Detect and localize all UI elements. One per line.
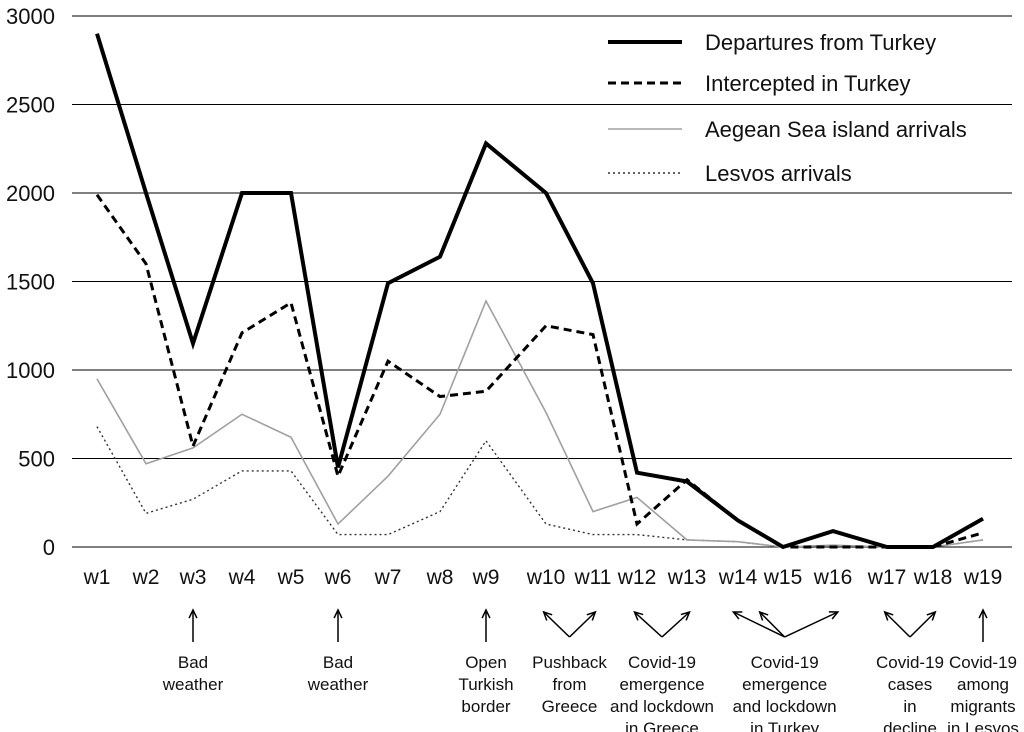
annotation-text: emergence bbox=[619, 675, 704, 694]
annotation: Bad weather bbox=[307, 608, 369, 694]
annotation: Covid-19 among migrants in Lesvos bbox=[947, 608, 1019, 732]
y-tick-label: 0 bbox=[43, 535, 55, 560]
annotation-text: Covid-19 bbox=[949, 653, 1017, 672]
legend-label: Lesvos arrivals bbox=[705, 161, 852, 186]
arrow-icon bbox=[784, 611, 839, 638]
y-tick-label: 2500 bbox=[6, 93, 55, 118]
x-tick-label: w19 bbox=[963, 566, 1003, 589]
annotation: Pushback from Greece bbox=[532, 610, 607, 716]
y-axis-ticks: 0 500 1000 1500 2000 2500 3000 bbox=[6, 4, 55, 560]
annotation-text: decline bbox=[883, 719, 937, 732]
x-tick-label: w16 bbox=[813, 566, 853, 589]
x-tick-label: w9 bbox=[472, 566, 500, 589]
arrow-icon bbox=[733, 611, 785, 638]
annotation-text: in Greece bbox=[625, 719, 699, 732]
annotation-text: and lockdown bbox=[610, 697, 714, 716]
annotation-text: Bad bbox=[323, 653, 353, 672]
y-tick-label: 1500 bbox=[6, 270, 55, 295]
annotation-text: emergence bbox=[742, 675, 827, 694]
arrowhead-icon bbox=[586, 610, 597, 621]
x-tick-label: w12 bbox=[617, 566, 657, 589]
x-tick-label: w10 bbox=[526, 566, 566, 589]
x-tick-label: w18 bbox=[913, 566, 953, 589]
gridlines bbox=[72, 15, 1012, 548]
annotation: Open Turkish border bbox=[458, 608, 514, 716]
x-axis-ticks: w1 w2 w3 w4 w5 w6 w7 w8 w9 w10 w11 w12 w13 w14 w15 w16 w… bbox=[83, 566, 1003, 589]
x-tick-label: w2 bbox=[132, 566, 160, 589]
x-tick-label: w1 bbox=[83, 566, 111, 589]
annotation-text: and lockdown bbox=[733, 697, 837, 716]
legend-label: Departures from Turkey bbox=[705, 30, 936, 55]
annotation-text: among bbox=[957, 675, 1009, 694]
annotation-text: Pushback bbox=[532, 653, 607, 672]
annotation-text: cases bbox=[888, 675, 932, 694]
legend-label: Aegean Sea island arrivals bbox=[705, 117, 967, 142]
arrowhead-icon bbox=[731, 611, 743, 620]
series-line-intercepted-in-turkey bbox=[95, 193, 984, 549]
arrow-icon bbox=[633, 611, 663, 638]
annotation: Bad weather bbox=[162, 608, 224, 694]
x-tick-label: w11 bbox=[574, 566, 612, 589]
arrow-icon bbox=[909, 611, 936, 638]
arrow-icon bbox=[759, 611, 786, 638]
x-tick-label: w4 bbox=[228, 566, 256, 589]
annotation: Covid-19 emergence and lockdown in Turkey bbox=[731, 610, 840, 732]
x-tick-label: w3 bbox=[179, 566, 207, 589]
arrow-icon bbox=[543, 611, 571, 638]
legend-label: Intercepted in Turkey bbox=[705, 71, 910, 96]
annotation-text: in Lesvos bbox=[947, 719, 1019, 732]
arrowhead-icon bbox=[926, 610, 937, 621]
series-line-aegean-sea-island-arrivals bbox=[96, 299, 984, 548]
annotation-text: Greece bbox=[542, 697, 598, 716]
legend: Departures from Turkey Intercepted in Tur… bbox=[608, 30, 967, 186]
annotation-text: in Turkey bbox=[750, 719, 819, 732]
annotation-text: migrants bbox=[950, 697, 1015, 716]
x-tick-label: w8 bbox=[426, 566, 454, 589]
arrow-icon bbox=[884, 611, 911, 638]
x-tick-label: w6 bbox=[324, 566, 352, 589]
annotation: Covid-19 cases in decline bbox=[876, 610, 944, 732]
arrowhead-icon bbox=[188, 608, 198, 619]
annotation-text: Turkish bbox=[458, 675, 513, 694]
arrowhead-icon bbox=[978, 608, 988, 619]
annotation-text: weather bbox=[307, 675, 369, 694]
annotations: Bad weather Bad weather Open Turkish border Pus… bbox=[162, 608, 1019, 732]
x-tick-label: w14 bbox=[718, 566, 758, 589]
arrowhead-icon bbox=[680, 610, 691, 621]
series-line-departures-from-turkey bbox=[95, 33, 984, 550]
x-tick-label: w7 bbox=[374, 566, 402, 589]
annotation: Covid-19 emergence and lockdown in Greece bbox=[610, 610, 714, 732]
annotation-text: in bbox=[903, 697, 916, 716]
arrowhead-icon bbox=[828, 611, 840, 620]
annotation-text: Covid-19 bbox=[751, 653, 819, 672]
arrowhead-icon bbox=[542, 610, 553, 621]
y-tick-label: 3000 bbox=[6, 4, 55, 29]
annotation-text: border bbox=[461, 697, 510, 716]
arrowhead-icon bbox=[758, 610, 769, 621]
x-tick-label: w5 bbox=[277, 566, 305, 589]
y-tick-label: 2000 bbox=[6, 181, 55, 206]
annotation-text: weather bbox=[162, 675, 224, 694]
x-tick-label: w15 bbox=[763, 566, 803, 589]
arrowhead-icon bbox=[333, 608, 343, 619]
annotation-text: Covid-19 bbox=[876, 653, 944, 672]
annotation-text: Covid-19 bbox=[628, 653, 696, 672]
series-line-lesvos-arrivals bbox=[96, 426, 984, 548]
y-tick-label: 500 bbox=[18, 447, 55, 472]
x-tick-label: w13 bbox=[667, 566, 707, 589]
y-tick-label: 1000 bbox=[6, 358, 55, 383]
arrowhead-icon bbox=[481, 608, 491, 619]
arrow-icon bbox=[568, 611, 596, 638]
annotation-text: from bbox=[553, 675, 587, 694]
series-lines bbox=[95, 33, 984, 550]
arrowhead-icon bbox=[883, 610, 894, 621]
arrowhead-icon bbox=[633, 610, 644, 621]
annotation-text: Open bbox=[465, 653, 507, 672]
x-tick-label: w17 bbox=[867, 566, 907, 589]
annotation-text: Bad bbox=[178, 653, 208, 672]
arrow-icon bbox=[661, 611, 691, 638]
